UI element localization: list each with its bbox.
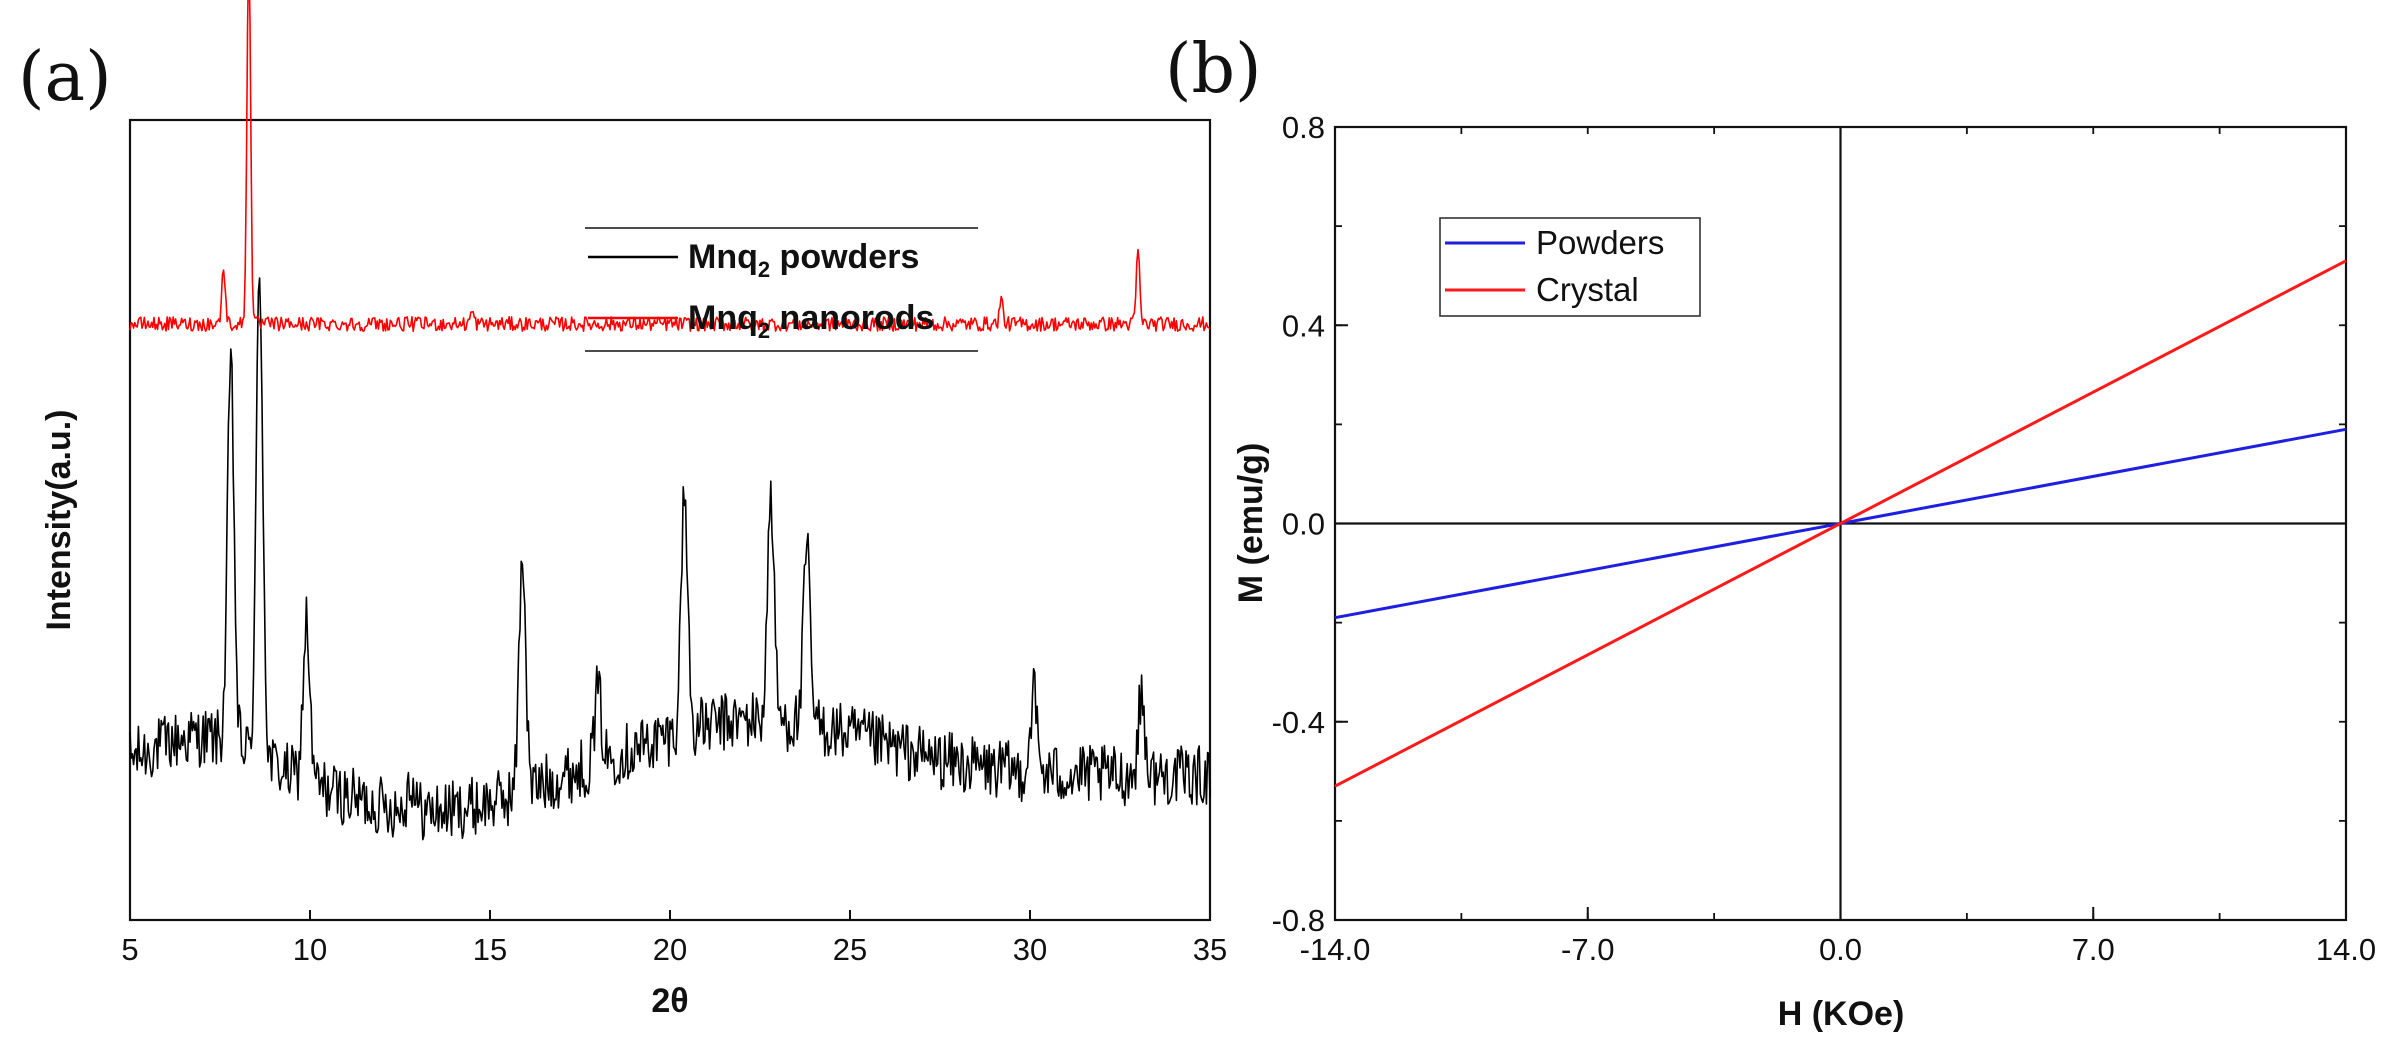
legend-b-box bbox=[1439, 217, 1701, 317]
legend-a-label-nanorods: Mnq2 nanorods bbox=[688, 299, 934, 343]
panel-b-y-tick-label: 0.8 bbox=[1282, 110, 1325, 145]
panel-b-x-tick-label: -14.0 bbox=[1300, 932, 1371, 967]
legend-b-label-crystal: Crystal bbox=[1536, 271, 1639, 308]
panel-b-x-tick-label: -7.0 bbox=[1561, 932, 1614, 967]
panel-a-x-tick-label: 25 bbox=[833, 932, 867, 967]
panel-b-x-axis-title: H (KOe) bbox=[1778, 995, 1905, 1033]
panel-b-x-tick-label: 0.0 bbox=[1819, 932, 1862, 967]
panel-b: (b) -14.0 -7.0 0.0 7.0 14.0 -0.8 -0.4 0.0 0.4 0.8… bbox=[1165, 30, 2376, 1033]
panel-a-x-axis-title: 2θ bbox=[651, 982, 688, 1020]
panel-b-axes: -14.0 -7.0 0.0 7.0 14.0 -0.8 -0.4 0.0 0.4 0.8 bbox=[1272, 110, 2377, 967]
panel-b-label: (b) bbox=[1165, 30, 1262, 109]
panel-b-y-tick-label: -0.8 bbox=[1272, 903, 1325, 938]
panel-a-x-axis: 5 10 15 20 25 30 35 bbox=[121, 910, 1227, 967]
panel-a-x-tick-label: 35 bbox=[1193, 932, 1227, 967]
panel-b-x-tick-label: 14.0 bbox=[2316, 932, 2376, 967]
panel-b-traces bbox=[1334, 259, 2347, 788]
panel-a-traces bbox=[129, 0, 1211, 841]
trace-mnq2-powders bbox=[129, 277, 1211, 841]
panel-a-x-tick-label: 20 bbox=[653, 932, 687, 967]
legend-a-label-powders: Mnq2 powders bbox=[688, 238, 919, 282]
panel-a-legend: Mnq2 powders Mnq2 nanorods bbox=[585, 227, 978, 352]
panel-a-x-tick-label: 15 bbox=[473, 932, 507, 967]
panel-a-x-tick-label: 30 bbox=[1013, 932, 1047, 967]
panel-a-y-axis-title: Intensity(a.u.) bbox=[40, 409, 78, 630]
panel-b-y-axis-title: M (emu/g) bbox=[1232, 443, 1270, 604]
panel-b-y-tick-label: 0.4 bbox=[1282, 308, 1325, 343]
legend-b-label-powders: Powders bbox=[1536, 224, 1664, 261]
trace-mnq2-nanorods bbox=[129, 0, 1211, 333]
trace-crystal bbox=[1334, 259, 2347, 788]
panel-a-label: (a) bbox=[18, 38, 112, 117]
panel-b-legend: Powders Crystal bbox=[1439, 217, 1701, 317]
panel-b-y-tick-label: -0.4 bbox=[1272, 705, 1325, 740]
panel-a-x-tick-label: 5 bbox=[121, 932, 138, 967]
panel-a-plot-frame bbox=[128, 118, 1212, 922]
panel-a: (a) 5 10 15 20 25 30 35 Intensity(a.u.) 2θ Mnq… bbox=[18, 0, 1227, 1020]
panel-b-x-tick-label: 7.0 bbox=[2072, 932, 2115, 967]
panel-a-x-tick-label: 10 bbox=[293, 932, 327, 967]
panel-b-y-tick-label: 0.0 bbox=[1282, 507, 1325, 542]
